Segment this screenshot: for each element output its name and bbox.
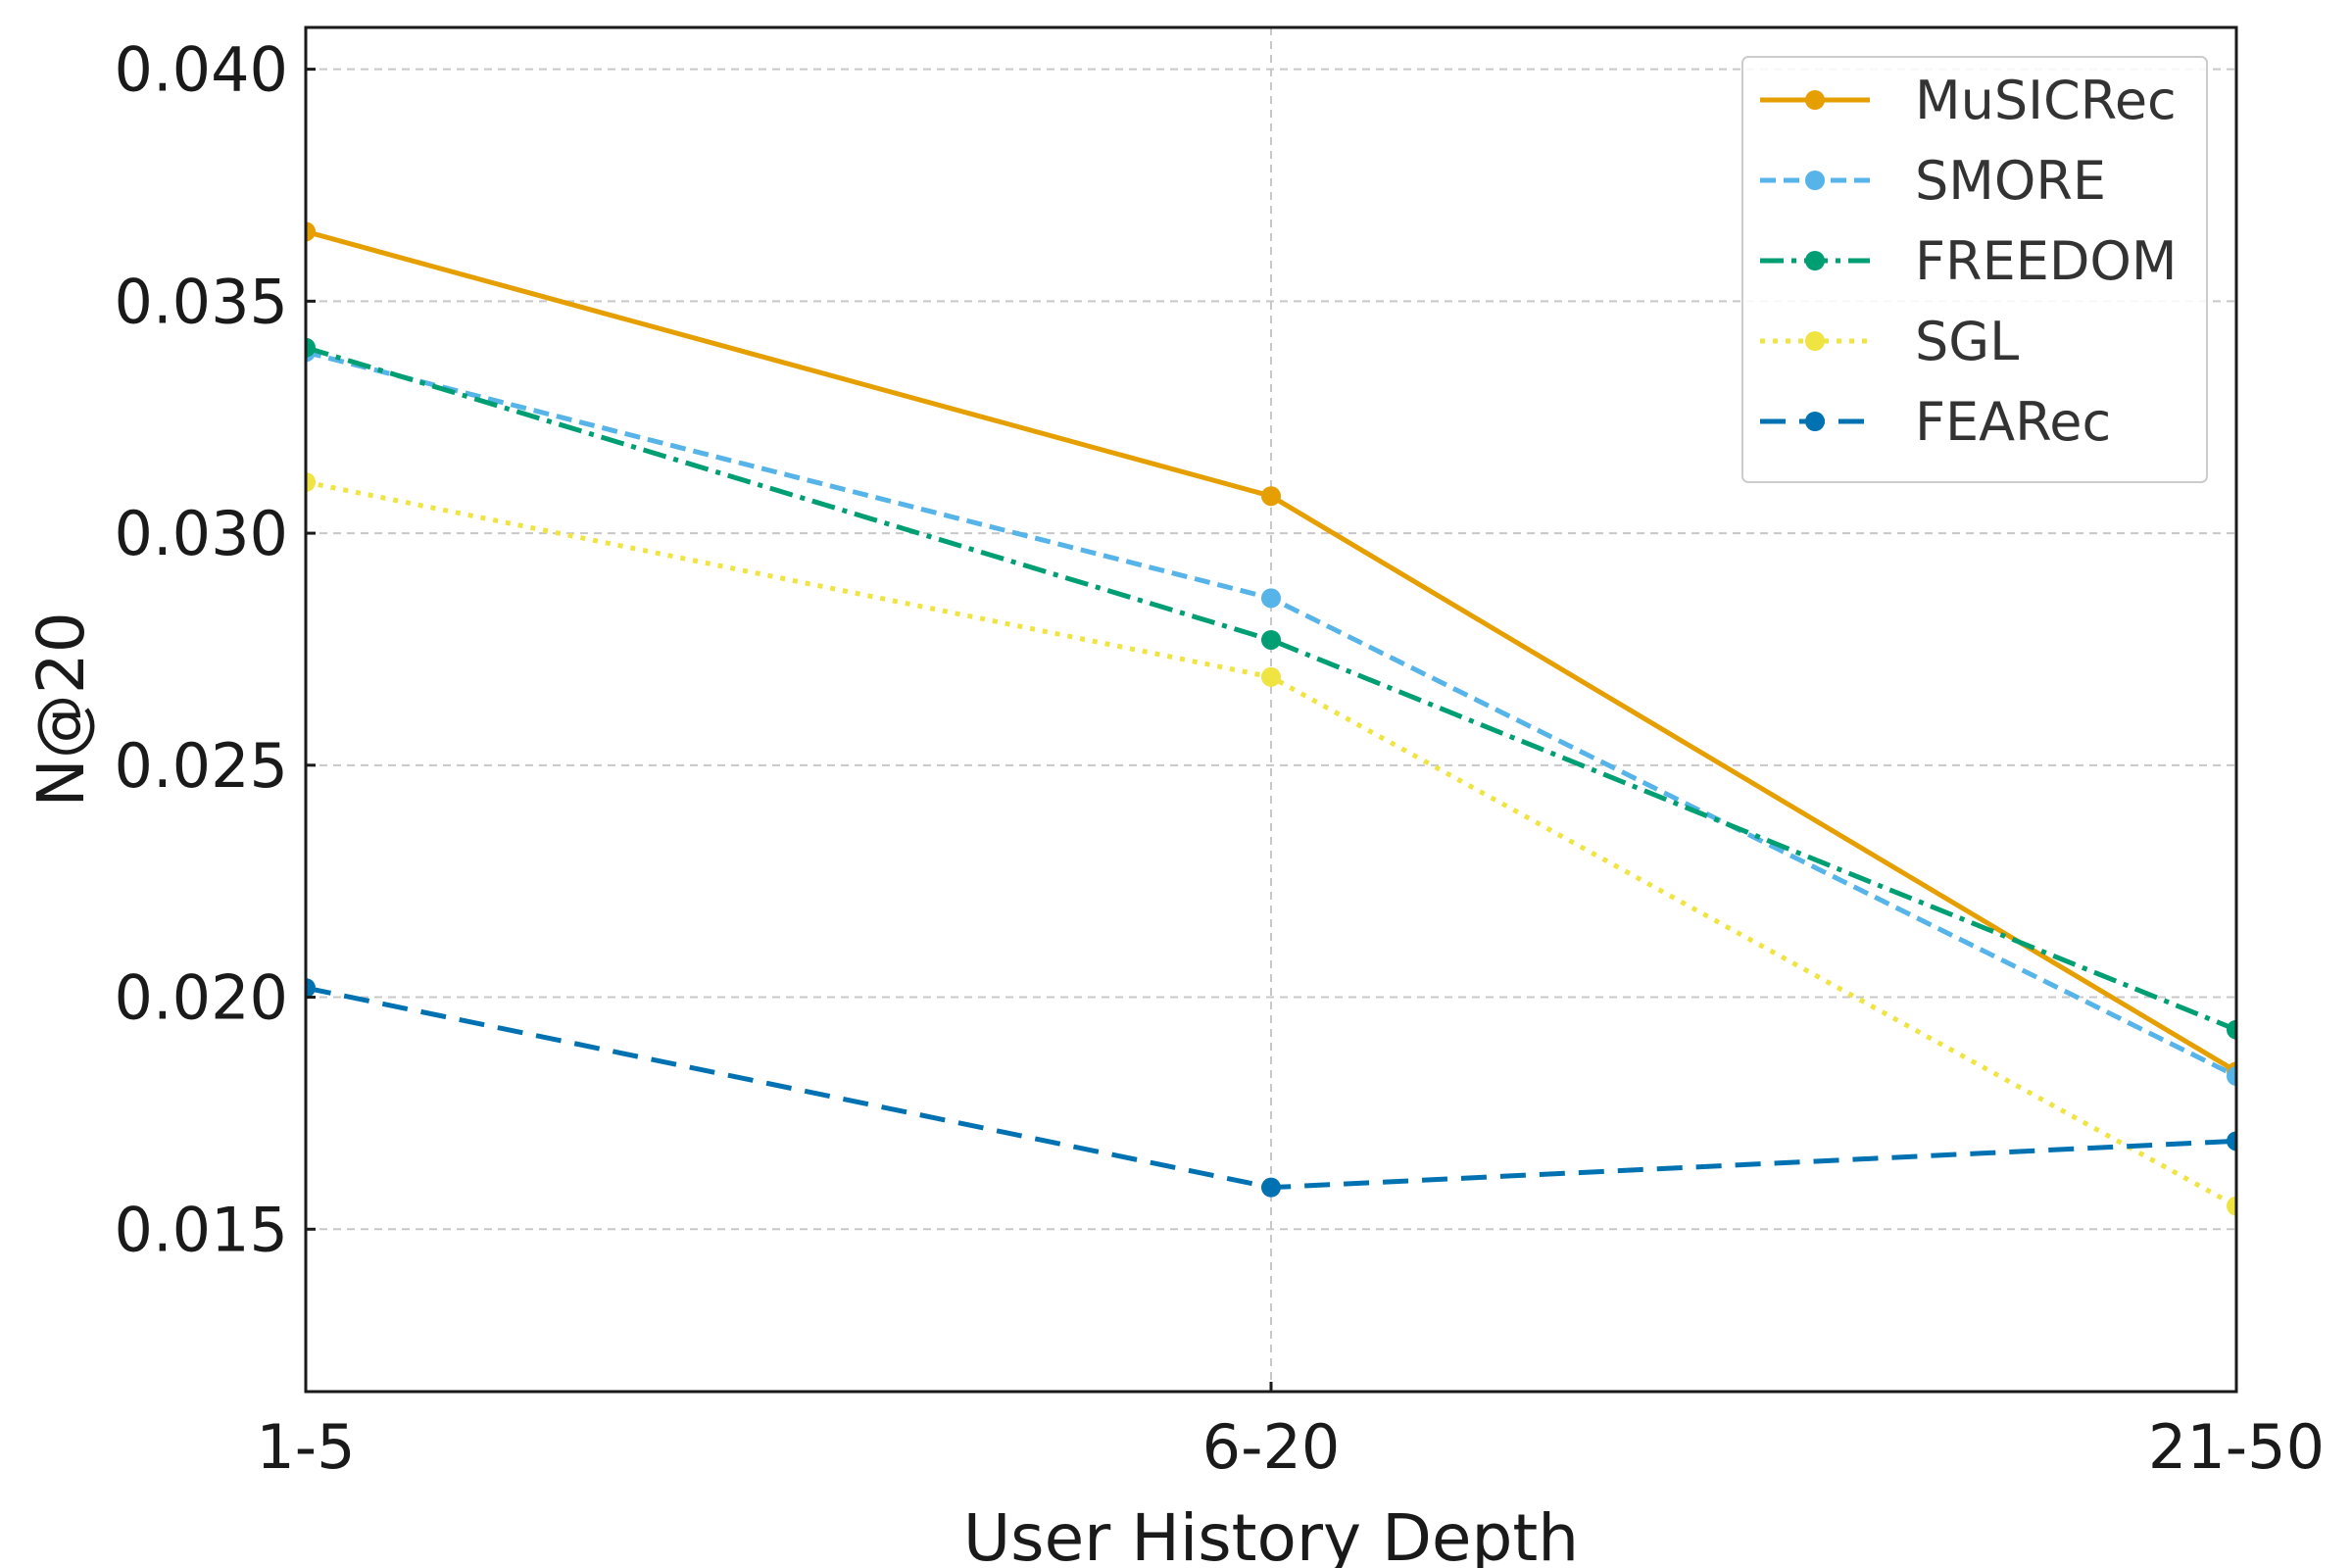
legend-swatch-marker xyxy=(1805,90,1825,110)
legend-entry: SGL xyxy=(1760,311,2019,372)
x-tick-label: 21-50 xyxy=(2148,1411,2325,1483)
data-point xyxy=(306,221,316,242)
legend-label: SMORE xyxy=(1915,150,2106,212)
legend: MuSICRec SMORE FREEDOM SGL FEARec xyxy=(1741,56,2208,483)
data-point xyxy=(2227,1019,2236,1040)
data-point xyxy=(306,472,316,492)
y-axis-label: N@20 xyxy=(24,612,99,807)
legend-label: MuSICRec xyxy=(1915,70,2177,131)
data-point xyxy=(2227,1131,2236,1152)
x-axis-ticks: 1-5 6-20 21-50 xyxy=(256,1382,2325,1483)
legend-entry: SMORE xyxy=(1760,150,2106,212)
series-fearec xyxy=(306,978,2236,1198)
legend-swatch-marker xyxy=(1805,412,1825,431)
data-point xyxy=(306,978,316,999)
data-point xyxy=(1261,486,1281,507)
y-tick-label: 0.040 xyxy=(115,34,289,106)
legend-entry: MuSICRec xyxy=(1760,70,2177,131)
data-point xyxy=(2227,1066,2236,1087)
series-lines xyxy=(306,221,2236,1216)
y-tick-label: 0.030 xyxy=(115,498,289,569)
legend-label: FEARec xyxy=(1915,391,2111,453)
y-tick-label: 0.035 xyxy=(115,266,289,337)
x-tick-label: 6-20 xyxy=(1202,1411,1341,1483)
legend-swatch-marker xyxy=(1805,331,1825,351)
x-axis-label: User History Depth xyxy=(963,1500,1579,1568)
series-freedom xyxy=(306,337,2236,1040)
y-tick-label: 0.020 xyxy=(115,962,289,1034)
legend-entry: FEARec xyxy=(1760,391,2111,453)
data-point xyxy=(1261,1177,1281,1198)
data-point xyxy=(1261,666,1281,687)
legend-swatch-marker xyxy=(1805,251,1825,270)
data-point xyxy=(2227,1196,2236,1216)
data-point xyxy=(1261,588,1281,609)
legend-label: FREEDOM xyxy=(1915,230,2178,292)
x-tick-label: 1-5 xyxy=(256,1411,355,1483)
y-axis-ticks: 0.015 0.020 0.025 0.030 0.035 0.040 xyxy=(115,34,316,1265)
legend-swatch-marker xyxy=(1805,171,1825,190)
data-point xyxy=(306,337,316,358)
legend-entry: FREEDOM xyxy=(1760,230,2178,292)
legend-label: SGL xyxy=(1915,311,2019,372)
data-point xyxy=(1261,629,1281,650)
legend-box xyxy=(1741,56,2208,483)
series-sgl xyxy=(306,472,2236,1216)
y-tick-label: 0.025 xyxy=(115,730,289,802)
y-tick-label: 0.015 xyxy=(115,1194,289,1265)
